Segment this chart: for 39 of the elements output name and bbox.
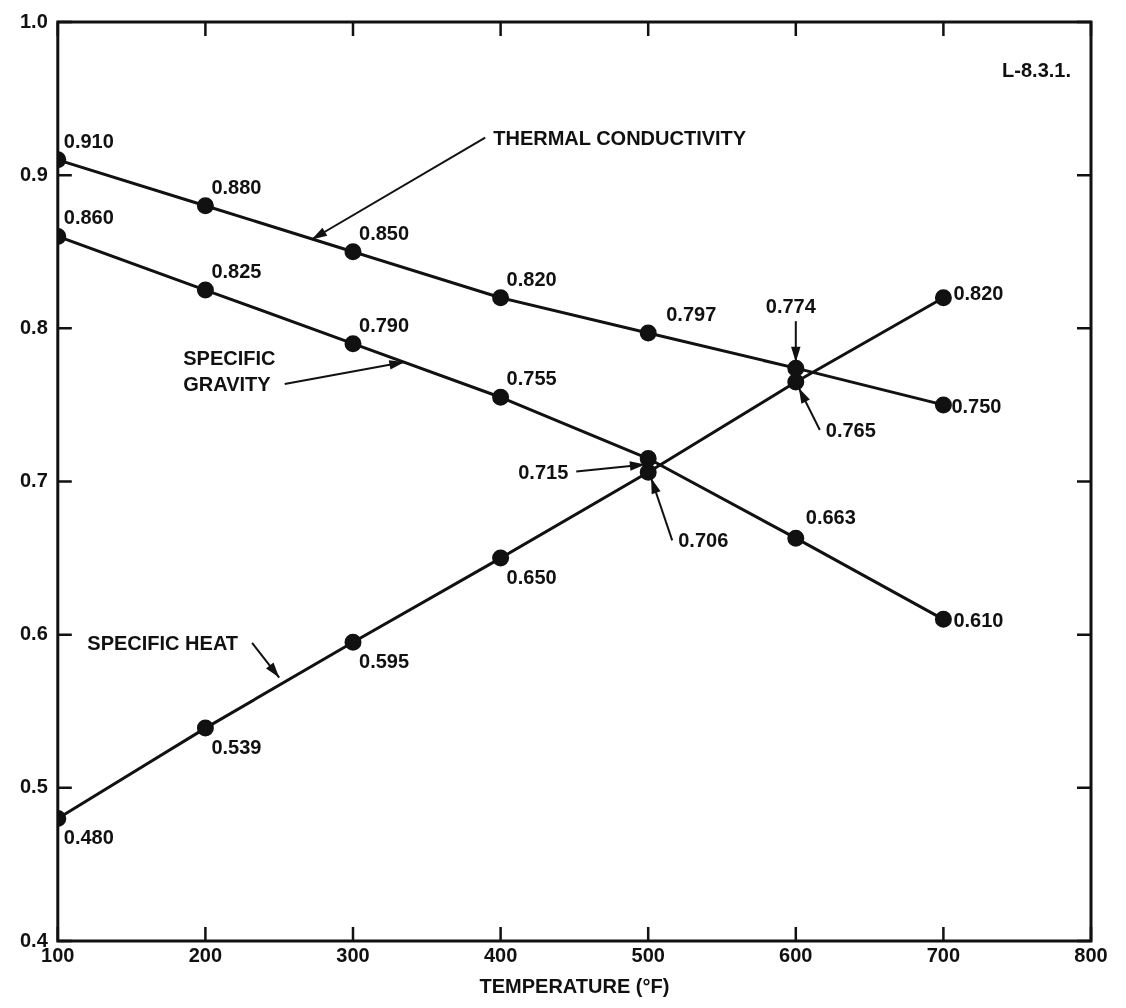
text: SPECIFIC HEAT <box>87 631 239 654</box>
data-label: 0.650 <box>506 566 557 589</box>
x-tick-label: 500 <box>631 943 665 966</box>
data-label: 0.910 <box>63 129 114 152</box>
data-label: 0.755 <box>506 367 557 390</box>
y-tick-label: 0.5 <box>19 775 48 798</box>
series-label: SPECIFIC GRAVITY <box>183 347 276 396</box>
y-tick-label: 0.9 <box>19 162 48 185</box>
data-label: 0.820 <box>953 281 1004 304</box>
data-label: 0.797 <box>666 302 717 325</box>
data-label: 0.539 <box>211 736 262 759</box>
data-label: 0.480 <box>63 826 114 849</box>
y-tick-label: 0.8 <box>19 315 48 338</box>
data-label: 0.706 <box>678 529 729 552</box>
data-label: 0.595 <box>359 650 410 673</box>
y-tick-label: 1.0 <box>19 9 48 32</box>
y-tick-label: 0.7 <box>19 469 48 492</box>
text: THERMAL CONDUCTIVITY <box>493 126 747 149</box>
data-label: 0.715 <box>518 460 569 483</box>
data-label: 0.860 <box>63 206 114 229</box>
y-tick-label: 0.6 <box>19 622 48 645</box>
x-tick-label: 200 <box>188 943 223 966</box>
data-label: 0.820 <box>506 267 557 290</box>
x-axis-title: TEMPERATURE (°F) <box>479 974 670 997</box>
data-label: 0.765 <box>825 418 876 441</box>
x-tick-label: 800 <box>1074 943 1108 966</box>
x-tick-label: 300 <box>336 943 370 966</box>
data-label: 0.610 <box>953 609 1004 632</box>
data-label: 0.850 <box>359 221 410 244</box>
x-tick-label: 400 <box>483 943 518 966</box>
x-tick-label: 700 <box>926 943 961 966</box>
annotation: L-8.3.1. <box>1002 59 1071 81</box>
data-label: 0.663 <box>805 506 856 529</box>
x-tick-label: 600 <box>779 943 813 966</box>
data-label: 0.774 <box>765 295 817 318</box>
data-label: 0.825 <box>211 260 262 283</box>
data-label: 0.750 <box>951 394 1002 417</box>
data-label: 0.880 <box>211 175 262 198</box>
data-label: 0.790 <box>359 313 410 336</box>
